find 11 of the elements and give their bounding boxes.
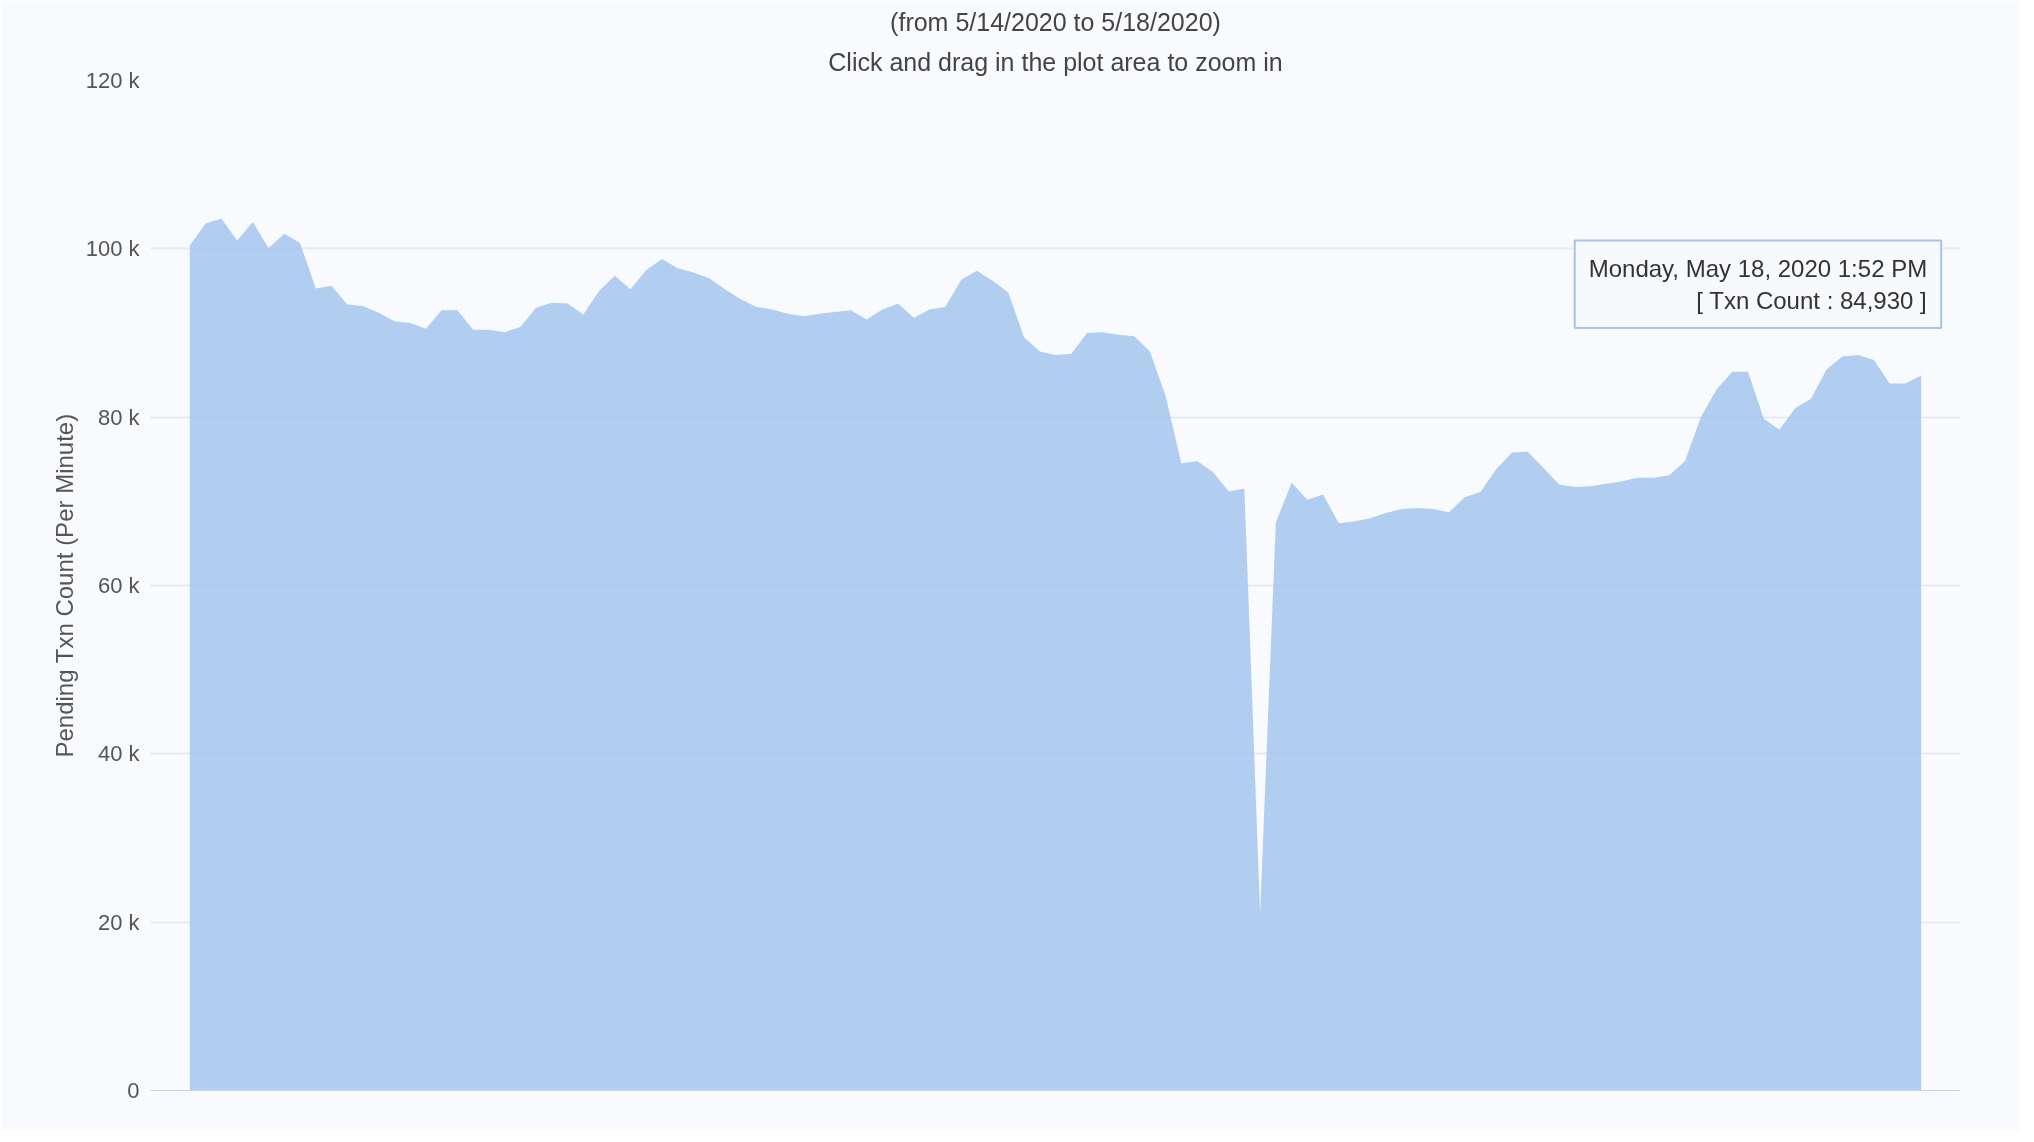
chart-title: (from 5/14/2020 to 5/18/2020) xyxy=(890,7,1221,36)
y-tick-label: 80 k xyxy=(97,404,141,430)
annotation: Monday, May 18, 2020 1:52 PM [ Txn Count : 84,930 ] xyxy=(1588,254,1928,314)
chart-subtitle: Click and drag in the plot area to zoom in xyxy=(828,47,1283,76)
y-tick-label: 40 k xyxy=(97,741,141,767)
y-tick-label: 100 k xyxy=(85,236,141,262)
y-tick-label: 60 k xyxy=(97,573,141,598)
y-tick-label: 0 xyxy=(127,1078,140,1103)
y-axis-title: Pending Txn Count (Per Minute) xyxy=(50,413,78,758)
y-tick-label: 120 k xyxy=(85,68,141,93)
y-tick-label: 20 k xyxy=(97,909,141,935)
